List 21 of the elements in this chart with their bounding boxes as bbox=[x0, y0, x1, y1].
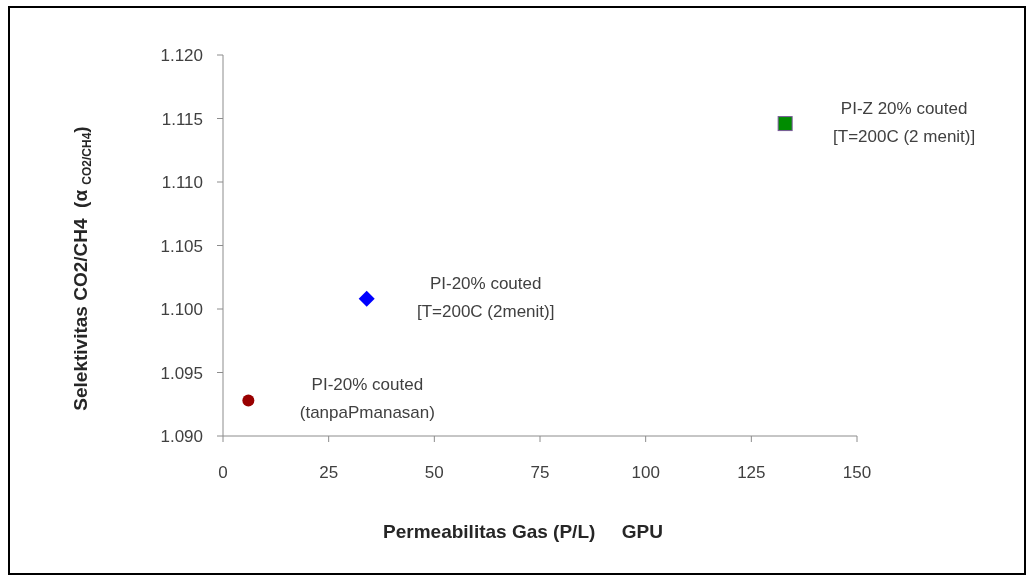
y-tick-label: 1.120 bbox=[160, 46, 203, 66]
y-tick-label: 1.110 bbox=[161, 173, 203, 193]
y-tick-label: 1.100 bbox=[160, 300, 203, 320]
x-tick-label: 100 bbox=[631, 463, 660, 483]
y-tick-label: 1.095 bbox=[160, 363, 203, 383]
x-tick-label: 75 bbox=[530, 463, 550, 483]
x-tick-label: 50 bbox=[424, 463, 444, 483]
y-tick-label: 1.090 bbox=[160, 427, 203, 447]
y-tick-label: 1.115 bbox=[161, 109, 203, 129]
text: PI-Z 20% couted [T=200C (2 menit)] bbox=[833, 98, 976, 146]
x-axis-title: Permeabilitas Gas (P/L) GPU bbox=[383, 520, 663, 542]
text: PI-20% couted (tanpaPmanasan) bbox=[299, 375, 435, 423]
point bbox=[358, 290, 375, 307]
x-tick-label: 0 bbox=[218, 463, 228, 483]
x-tick-label: 25 bbox=[319, 463, 339, 483]
text: PI-20% couted [T=200C (2menit)] bbox=[416, 273, 555, 321]
point bbox=[242, 394, 255, 407]
x-tick-label: 125 bbox=[737, 463, 766, 483]
point bbox=[777, 116, 793, 132]
y-tick-label: 1.105 bbox=[160, 236, 203, 256]
x-tick-label: 150 bbox=[842, 463, 872, 483]
